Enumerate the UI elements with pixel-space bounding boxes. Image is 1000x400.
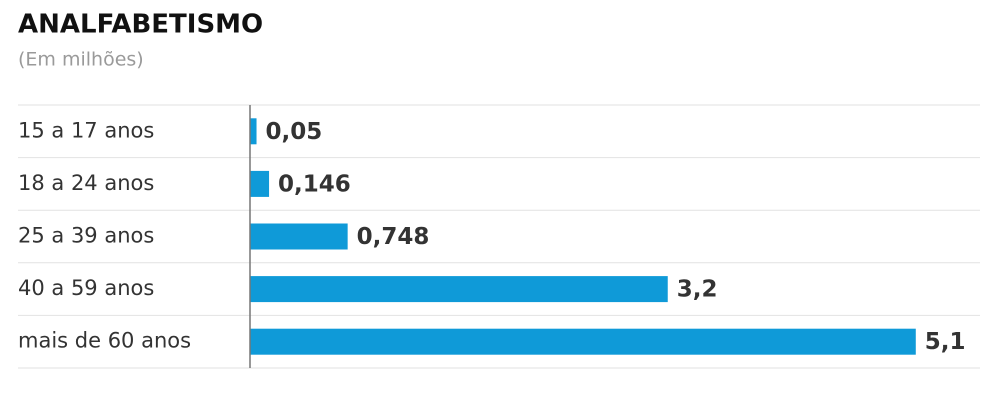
bar (250, 276, 668, 303)
category-label: 25 a 39 anos (18, 224, 154, 248)
bar (250, 118, 257, 145)
bar (250, 170, 270, 197)
chart-subtitle: (Em milhões) (18, 49, 144, 71)
category-label: mais de 60 anos (18, 329, 191, 353)
value-label: 0,05 (266, 119, 323, 145)
chart-title: ANALFABETISMO (18, 10, 263, 40)
value-label: 0,146 (278, 171, 351, 197)
bar (250, 328, 916, 355)
category-label: 18 a 24 anos (18, 171, 154, 195)
value-label: 5,1 (925, 329, 966, 355)
value-label: 0,748 (357, 224, 430, 250)
category-label: 15 a 17 anos (18, 118, 154, 142)
value-label: 3,2 (677, 277, 718, 303)
category-label: 40 a 59 anos (18, 276, 154, 300)
bar (250, 223, 348, 250)
